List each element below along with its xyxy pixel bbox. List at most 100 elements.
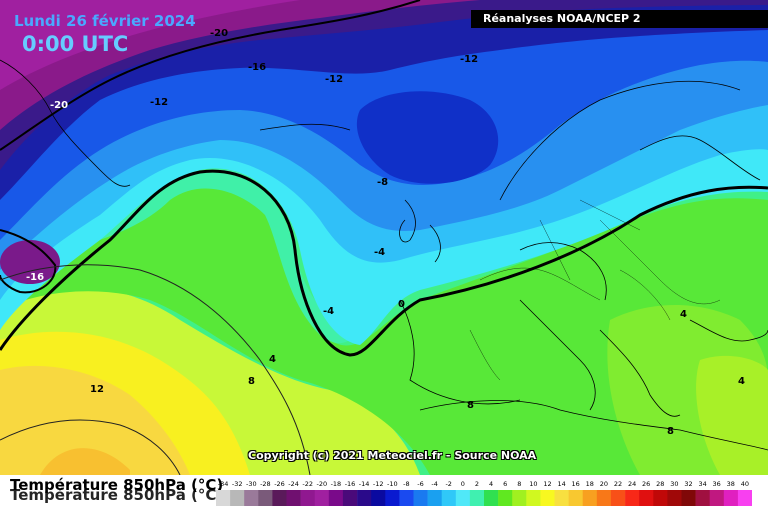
scale-swatch: [695, 490, 710, 506]
scale-tick-label: -12: [373, 480, 384, 488]
isotherm-minus16-ring: [0, 229, 57, 294]
scale-swatch: [554, 490, 569, 506]
iso-label: 4: [269, 354, 276, 365]
scale-swatch: [427, 490, 442, 506]
scale-swatch: [216, 490, 231, 506]
scale-tick-label: 2: [475, 480, 479, 488]
scale-tick-label: 22: [614, 480, 622, 488]
scale-tick-label: 18: [586, 480, 594, 488]
scale-tick-label: 34: [698, 480, 706, 488]
scale-swatch: [582, 490, 598, 506]
scale-swatch: [639, 490, 654, 506]
zone-below-minus20: [0, 0, 768, 170]
scale-swatch: [258, 490, 273, 506]
coastlines: [0, 59, 768, 451]
map-date: Lundi 26 février 2024: [14, 12, 196, 30]
scale-tick-label: -28: [260, 480, 271, 488]
scale-swatch: [328, 490, 344, 506]
scale-swatch: [441, 490, 457, 506]
scale-swatch: [286, 490, 301, 506]
scale-swatch: [484, 490, 499, 506]
scale-tick-label: 40: [741, 480, 749, 488]
scale-tick-label: -2: [445, 480, 451, 488]
scale-tick-label: -6: [417, 480, 423, 488]
isotherm-8-line: [0, 264, 311, 475]
scale-swatch: [512, 490, 527, 506]
scale-swatch: [723, 490, 739, 506]
scale-tick-label: -8: [403, 480, 409, 488]
isotherm-12-line: [0, 419, 181, 475]
zone-4-to-8: [0, 179, 768, 475]
iso-label: -12: [150, 97, 168, 108]
scale-swatch: [314, 490, 330, 506]
scale-tick-label: -16: [345, 480, 356, 488]
isotherm-minus20-line: [0, 0, 421, 151]
scale-tick-label: 14: [557, 480, 565, 488]
source-label: Réanalyses NOAA/NCEP 2: [471, 10, 768, 28]
cold-spot-minus16: [0, 240, 60, 284]
iso-label: 0: [398, 299, 405, 310]
scale-tick-label: 30: [670, 480, 678, 488]
iso-label: 12: [90, 384, 104, 395]
scale-tick-label: 32: [684, 480, 692, 488]
scale-swatch: [526, 490, 541, 506]
scale-swatch: [300, 490, 315, 506]
scale-tick-label: 16: [572, 480, 580, 488]
scale-tick-label: 4: [489, 480, 493, 488]
scale-swatch: [230, 490, 245, 506]
scale-tick-label: 12: [543, 480, 551, 488]
scale-swatch: [737, 490, 752, 506]
scale-tick-label: 8: [517, 480, 521, 488]
scale-swatch: [596, 490, 612, 506]
scale-tick-label: -20: [316, 480, 327, 488]
scale-tick-label: -14: [359, 480, 370, 488]
scale-tick-label: -30: [246, 480, 257, 488]
scale-swatch: [709, 490, 725, 506]
iso-label: -16: [248, 62, 266, 73]
iso-label: -8: [377, 177, 388, 188]
scale-swatch: [272, 490, 287, 506]
copyright-text: Copyright (c) 2021 Meteociel.fr - Source…: [248, 449, 537, 462]
scale-tick-label: 6: [503, 480, 507, 488]
scale-tick-label: -22: [302, 480, 313, 488]
temperature-map: -20 -16 -12 -12 -20 -12 -8 -4 -16 -4 0 4…: [0, 0, 768, 475]
scale-swatch: [667, 490, 682, 506]
color-scale: -34 -32 -30 -28 -26 -24 -22 -20 -18 -16 -14 -12 -10-…: [216, 480, 752, 506]
scale-swatch: [540, 490, 555, 506]
iso-label: -4: [323, 306, 334, 317]
iso-label: -4: [374, 247, 385, 258]
legend-title: Température 850hPa (°C): [10, 476, 224, 494]
iso-label: 4: [680, 309, 687, 320]
iso-label: 4: [738, 376, 745, 387]
iso-label: -12: [325, 74, 343, 85]
scale-swatch: [653, 490, 668, 506]
scale-tick-label: 26: [642, 480, 650, 488]
iso-label: 8: [667, 426, 674, 437]
scale-tick-label: 0: [461, 480, 465, 488]
scale-tick-label: 38: [727, 480, 735, 488]
map-time: 0:00 UTC: [22, 32, 129, 56]
iso-label: -20: [210, 28, 228, 39]
zone-10-east: [696, 355, 768, 475]
scale-tick-label: -32: [232, 480, 243, 488]
iso-label: -20: [50, 100, 68, 111]
scale-tick-label: -24: [288, 480, 299, 488]
legend-title-shadow: Température 850hPa (°C): [10, 486, 224, 504]
scale-swatch: [469, 490, 485, 506]
scale-tick-label: -26: [274, 480, 285, 488]
scale-tick-label: 28: [656, 480, 664, 488]
cold-pool-minus16: [356, 91, 499, 184]
scale-swatch: [357, 490, 372, 506]
iso-label: 8: [467, 400, 474, 411]
scale-swatch: [399, 490, 414, 506]
scale-swatch: [568, 490, 583, 506]
scale-tick-label: -4: [431, 480, 437, 488]
iso-label: -16: [26, 272, 44, 283]
scale-swatch: [371, 490, 386, 506]
scale-tick-label: 24: [628, 480, 636, 488]
iso-label: 8: [248, 376, 255, 387]
iso-label: -12: [460, 54, 478, 65]
zone-minus28: [0, 0, 300, 90]
scale-tick-label: 36: [713, 480, 721, 488]
scale-swatch: [455, 490, 471, 506]
